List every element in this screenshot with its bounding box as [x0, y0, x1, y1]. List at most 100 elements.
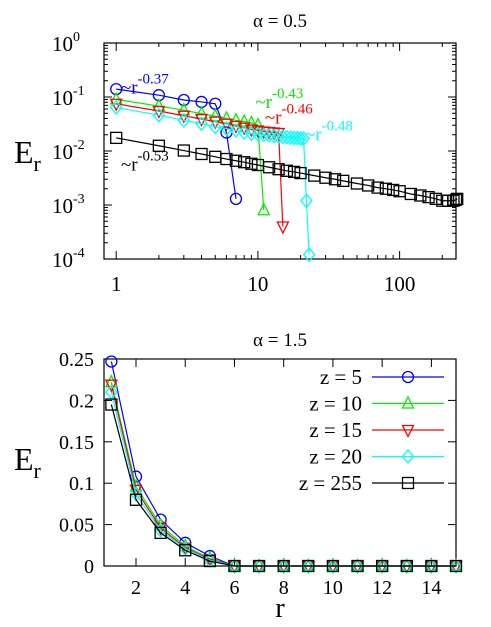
top-series-4-point	[362, 179, 375, 192]
top-series-4-point	[386, 183, 400, 197]
top-chart-title: α = 0.5	[253, 11, 307, 32]
bottom-series-4-point	[129, 493, 143, 506]
top-series-3-point	[109, 99, 123, 115]
top-series-4-point	[414, 189, 427, 202]
bottom-series-1-point	[277, 558, 291, 572]
legend-label-0: z = 5	[320, 365, 362, 389]
bottom-series-2-point	[449, 560, 463, 574]
bottom-plot-frame	[103, 358, 457, 567]
top-series-1-point	[257, 202, 271, 216]
top-series-3-point	[195, 116, 208, 132]
top-series-4-point	[195, 147, 208, 161]
top-series-3-point	[267, 128, 281, 144]
top-series-4-point	[294, 166, 307, 180]
top-annotation-2: ~r-0.46	[265, 102, 313, 129]
bottom-series-4-point	[425, 559, 438, 573]
top-annotation-exp: -0.37	[138, 72, 170, 88]
top-annotation-base: ~r	[265, 108, 282, 129]
bottom-series-3-point	[228, 558, 241, 574]
bottom-xtick-label: 12	[372, 577, 392, 599]
bottom-series-1-point	[424, 558, 438, 572]
bottom-ylabel-sub: r	[34, 458, 42, 483]
bottom-series-2-point	[424, 560, 438, 574]
bottom-series-3-line	[110, 391, 456, 567]
top-series-4-point	[238, 156, 251, 169]
top-series-4-point	[272, 163, 285, 176]
top-series-3-point	[257, 127, 271, 143]
top-annotation-base: ~r	[305, 124, 322, 145]
top-ytick-label-exp: 0	[73, 30, 80, 45]
bottom-series-3-point	[449, 558, 463, 574]
top-xtick-label: 1	[111, 272, 122, 296]
top-series-0-point	[110, 82, 123, 96]
bottom-xtick-label: 14	[421, 577, 441, 599]
top-annotation-1: ~r-0.43	[255, 86, 303, 113]
bottom-series-1-point	[252, 558, 266, 572]
bottom-series-4-point	[326, 559, 340, 573]
bottom-series-1-point	[326, 558, 340, 572]
top-ytick-label-exp: -2	[73, 138, 85, 153]
bottom-series-4-point	[351, 559, 364, 573]
bottom-series-2-point	[301, 560, 315, 574]
top-ytick-label: 100	[52, 30, 80, 56]
bottom-series-4-point	[449, 559, 463, 573]
top-series-4-point	[429, 192, 442, 205]
top-series-3-point	[220, 121, 233, 137]
top-xtick-label: 10	[247, 272, 268, 296]
bottom-series-2-point	[326, 560, 340, 574]
bottom-series-4-point	[376, 559, 389, 573]
bottom-xtick-label: 10	[323, 577, 343, 599]
bottom-series-0-point	[105, 355, 118, 368]
bottom-series-2-point	[252, 560, 266, 574]
top-series-4-point	[451, 192, 464, 205]
bottom-ytick-label: 0.1	[69, 473, 94, 495]
top-ytick-label: 10-4	[52, 246, 85, 272]
bottom-ytick-label: 0.15	[59, 432, 94, 454]
bottom-series-2-point	[350, 560, 365, 574]
top-series-3-point	[297, 131, 310, 147]
top-series-4-point	[422, 190, 435, 204]
top-series-0-point	[229, 192, 243, 205]
bottom-series-2-point	[400, 560, 414, 574]
top-series-2-point	[276, 221, 290, 235]
top-ytick-label-exp: -4	[73, 246, 85, 261]
top-series-4-point	[229, 154, 243, 167]
top-ytick-label-base: 10	[52, 140, 73, 164]
top-annotation-0: ~r-0.37	[121, 72, 169, 99]
top-series-3-point	[177, 112, 191, 128]
bottom-xtick-label: 8	[279, 577, 289, 599]
bottom-series-4-point	[203, 554, 216, 568]
bottom-series-1-point	[301, 558, 315, 572]
top-ytick-label: 10-1	[52, 84, 85, 110]
bottom-series-1-point	[375, 558, 389, 572]
bottom-xlabel: r	[275, 593, 285, 624]
bottom-series-2-point	[375, 560, 389, 574]
top-series-4-point	[371, 181, 384, 194]
legend-marker-4	[401, 476, 415, 490]
bottom-series-2-point	[227, 560, 242, 574]
bottom-ytick-label: 0.2	[69, 390, 94, 412]
top-annotation-base: ~r	[255, 92, 272, 113]
top-series-0-line	[116, 88, 237, 199]
top-ytick-label: 10-3	[52, 192, 85, 218]
bottom-series-2-point	[277, 560, 291, 574]
top-ytick-label: 10-2	[52, 138, 85, 164]
top-series-4-point	[220, 152, 233, 166]
top-annotation-exp: -0.48	[322, 118, 353, 134]
top-series-3-point	[208, 119, 222, 135]
bottom-series-4-point	[154, 526, 167, 540]
top-ytick-label-base: 10	[52, 248, 73, 272]
bottom-series-3-point	[326, 558, 340, 574]
bottom-series-3-point	[375, 558, 389, 574]
top-series-4-point	[337, 174, 350, 188]
bottom-series-4-point	[179, 544, 192, 557]
top-series-3-point	[262, 127, 276, 143]
legend-label-2: z = 15	[309, 418, 362, 442]
top-series-4-line	[116, 137, 458, 202]
top-ytick-label-base: 10	[52, 86, 73, 110]
bottom-series-4-point	[400, 559, 413, 573]
bottom-series-3-point	[301, 558, 315, 574]
top-ytick-label-base: 10	[52, 32, 73, 56]
